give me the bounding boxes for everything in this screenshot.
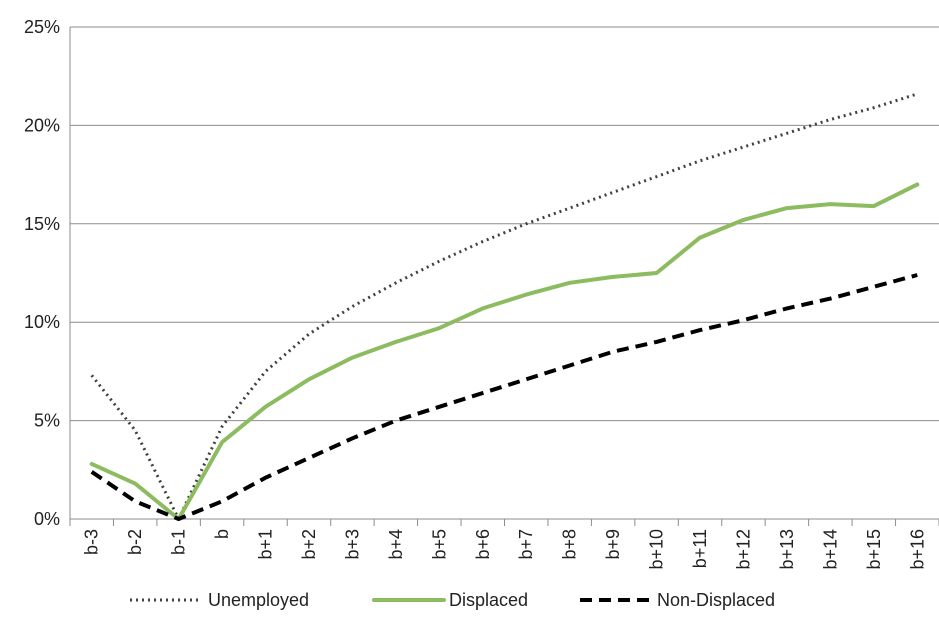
y-tick-label: 0%: [34, 509, 60, 529]
y-tick-label: 20%: [24, 115, 60, 135]
series-line-displaced: [89, 182, 920, 521]
x-tick-label: b+3: [342, 529, 362, 560]
legend-label: Displaced: [449, 590, 528, 610]
y-tick-label: 5%: [34, 411, 60, 431]
x-tick-label: b+13: [777, 529, 797, 570]
x-tick-label: b-1: [169, 529, 189, 555]
legend: Unemployed Displaced Non-Displaced: [130, 590, 775, 610]
x-tick-label: b-2: [125, 529, 145, 555]
x-tick-label: b+8: [560, 529, 580, 560]
x-tick-label: b+12: [733, 529, 753, 570]
gridlines: [70, 26, 939, 422]
x-tick-label: b+15: [864, 529, 884, 570]
x-tick-label: b+11: [690, 529, 710, 568]
x-tick-label: b+4: [386, 529, 406, 560]
y-axis-ticks: 0% 5% 10% 15% 20% 25%: [24, 17, 60, 529]
y-tick-label: 10%: [24, 312, 60, 332]
series-line-unemployed: [90, 92, 918, 521]
x-tick-label: b-3: [82, 529, 102, 555]
legend-label: Unemployed: [208, 590, 309, 610]
y-tick-label: 25%: [24, 17, 60, 37]
y-tick-label: 15%: [24, 214, 60, 234]
x-tick-label: b: [212, 529, 232, 539]
x-tick-label: b+14: [820, 529, 840, 570]
x-axis-ticks: b-3 b-2 b-1 b b+1 b+2 b+3 b+4 b+5 b+6 b+7 b+8 b+9 b+1…: [82, 529, 928, 570]
series-line-non-displaced: [90, 273, 918, 521]
x-tick-label: b+6: [473, 529, 493, 560]
x-tick-label: b+7: [516, 529, 536, 560]
axes: [69, 27, 939, 526]
x-tick-label: b+9: [603, 529, 623, 560]
x-tick-label: b+16: [907, 529, 927, 570]
x-tick-label: b+10: [647, 529, 667, 570]
x-tick-label: b+2: [299, 529, 319, 560]
series-lines: [89, 92, 920, 521]
legend-label: Non-Displaced: [657, 590, 775, 610]
x-tick-label: b+5: [429, 529, 449, 560]
x-tick-label: b+1: [256, 529, 276, 560]
